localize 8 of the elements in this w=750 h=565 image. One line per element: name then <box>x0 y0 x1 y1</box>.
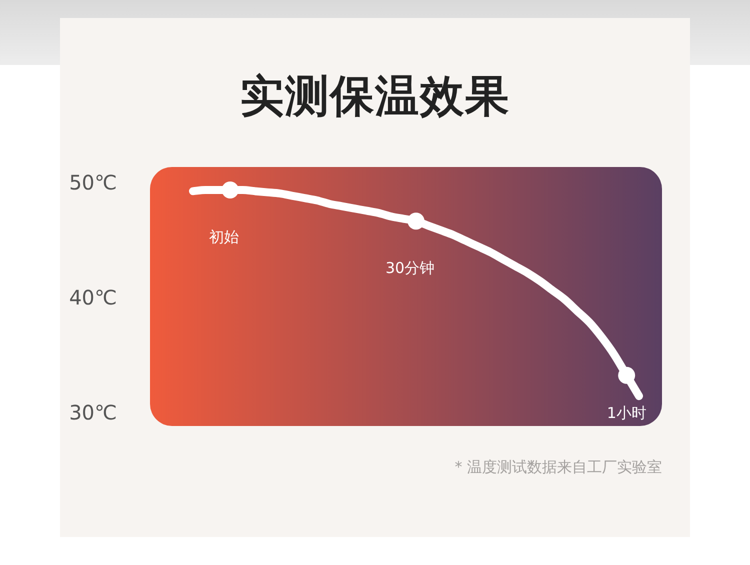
y-tick-label: 30℃ <box>69 400 117 425</box>
annotation: 30分钟 <box>385 258 435 277</box>
y-tick-label: 40℃ <box>69 286 117 310</box>
text: * 温度测试数据来自工厂实验室 <box>454 457 662 477</box>
y-tick-label: 50℃ <box>69 170 117 194</box>
chart-title: 实测保温效果 <box>239 70 511 124</box>
annotation: 初始 <box>209 228 240 246</box>
annotation: 1小时 <box>606 404 646 422</box>
